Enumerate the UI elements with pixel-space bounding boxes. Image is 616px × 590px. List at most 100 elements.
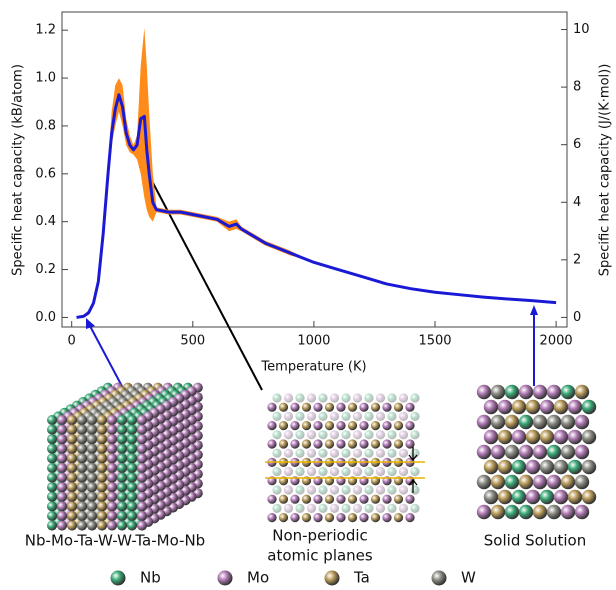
atom bbox=[283, 411, 294, 421]
atom bbox=[283, 503, 294, 513]
atom bbox=[560, 504, 576, 520]
atom bbox=[393, 439, 404, 449]
atom bbox=[352, 467, 363, 477]
atom bbox=[490, 444, 506, 460]
atom bbox=[370, 421, 381, 431]
atomic-planes bbox=[265, 393, 425, 523]
atom bbox=[107, 511, 117, 521]
atom bbox=[382, 402, 392, 412]
atom bbox=[490, 504, 506, 520]
atom bbox=[97, 472, 107, 483]
atom bbox=[306, 467, 317, 477]
atom bbox=[77, 491, 87, 502]
atom bbox=[352, 393, 363, 403]
atom bbox=[393, 494, 404, 504]
atom bbox=[347, 439, 358, 449]
atom bbox=[375, 467, 386, 477]
atom bbox=[347, 402, 358, 412]
atom bbox=[290, 402, 300, 412]
atom bbox=[127, 520, 137, 531]
atom bbox=[57, 501, 67, 512]
legend-label: W bbox=[461, 569, 476, 587]
atom bbox=[117, 511, 127, 521]
atom bbox=[532, 384, 548, 400]
atom bbox=[67, 424, 77, 435]
atom bbox=[47, 443, 57, 454]
atom bbox=[87, 501, 97, 512]
atom bbox=[318, 393, 328, 403]
atom bbox=[295, 430, 305, 440]
atom bbox=[107, 434, 117, 445]
atom bbox=[581, 459, 597, 475]
atom bbox=[301, 402, 312, 412]
y-tick-label: 1.0 bbox=[35, 71, 56, 86]
x-tick-label: 1500 bbox=[418, 334, 451, 349]
atom bbox=[364, 503, 374, 513]
atom bbox=[525, 429, 541, 445]
atom bbox=[313, 513, 323, 523]
atom bbox=[318, 411, 328, 421]
atom bbox=[97, 443, 107, 454]
element-legend: Nb Mo Ta W bbox=[110, 569, 476, 587]
atom bbox=[364, 485, 374, 495]
atom bbox=[364, 448, 374, 458]
atom bbox=[352, 411, 363, 421]
atom bbox=[117, 415, 127, 425]
atom bbox=[97, 424, 107, 435]
line bbox=[76, 93, 557, 319]
atom bbox=[352, 448, 363, 458]
atom bbox=[137, 520, 147, 531]
plot-frame bbox=[61, 11, 568, 328]
x-tick-label: 2000 bbox=[540, 334, 573, 349]
atom bbox=[398, 448, 409, 458]
atom bbox=[272, 467, 282, 477]
atom bbox=[341, 485, 351, 495]
atom bbox=[329, 393, 340, 403]
atom bbox=[57, 415, 67, 425]
atom bbox=[525, 489, 541, 505]
atom bbox=[47, 415, 57, 425]
atom bbox=[511, 429, 527, 445]
atom bbox=[306, 411, 317, 421]
atom bbox=[375, 503, 386, 513]
atom bbox=[306, 485, 317, 495]
atom bbox=[336, 513, 346, 523]
atom bbox=[318, 485, 328, 495]
atom bbox=[127, 511, 137, 521]
atom bbox=[57, 491, 67, 502]
atom bbox=[476, 474, 492, 490]
atom bbox=[504, 504, 520, 520]
atom bbox=[341, 448, 351, 458]
atom bbox=[267, 439, 277, 449]
atom bbox=[329, 411, 340, 421]
atom bbox=[375, 430, 386, 440]
atom bbox=[301, 439, 312, 449]
atom bbox=[67, 453, 77, 464]
atom bbox=[336, 421, 346, 431]
atom bbox=[77, 511, 87, 521]
atom bbox=[47, 482, 57, 493]
atom bbox=[546, 474, 562, 490]
atom bbox=[553, 459, 569, 475]
atom bbox=[295, 448, 305, 458]
y2-tick-label: 4 bbox=[573, 195, 581, 210]
atom bbox=[57, 511, 67, 521]
atom bbox=[97, 463, 107, 473]
atom bbox=[272, 448, 282, 458]
atom bbox=[283, 448, 294, 458]
y-tick-label: 1.2 bbox=[35, 23, 56, 38]
atom bbox=[77, 463, 87, 473]
atom bbox=[117, 482, 127, 493]
atom bbox=[560, 474, 576, 490]
atom bbox=[267, 402, 277, 412]
atom bbox=[295, 485, 305, 495]
atom bbox=[504, 474, 520, 490]
legend-label: Ta bbox=[353, 569, 370, 587]
atom bbox=[313, 402, 323, 412]
atom bbox=[539, 459, 555, 475]
atom bbox=[107, 424, 117, 435]
atom bbox=[107, 501, 117, 512]
atom bbox=[47, 463, 57, 473]
atom bbox=[283, 485, 294, 495]
atom bbox=[546, 384, 562, 400]
